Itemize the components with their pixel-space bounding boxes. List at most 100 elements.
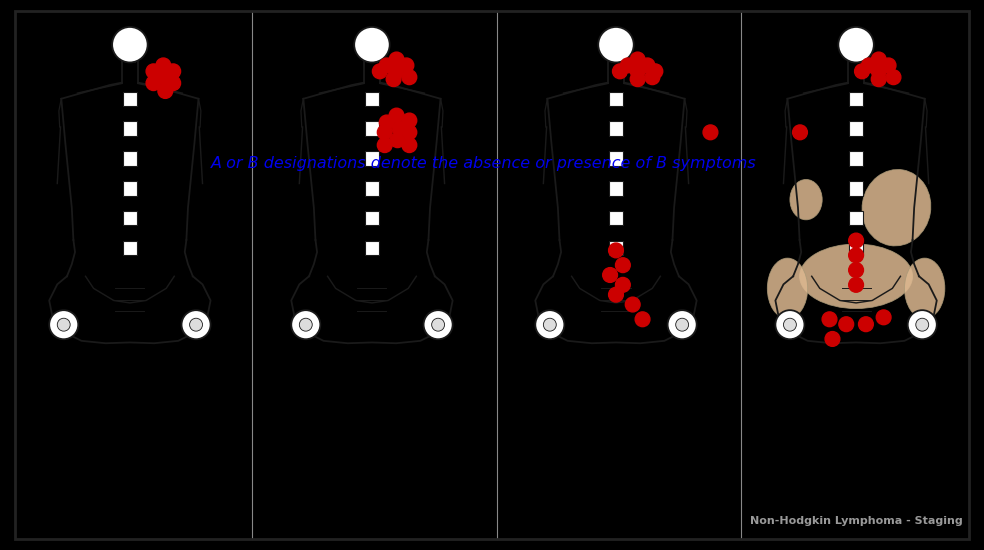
Circle shape <box>839 317 854 332</box>
Text: Stage III:: Stage III: <box>506 417 577 432</box>
Ellipse shape <box>790 179 823 220</box>
Circle shape <box>390 52 404 67</box>
Circle shape <box>862 58 877 73</box>
Bar <box>609 151 623 166</box>
Circle shape <box>380 58 395 73</box>
Bar <box>365 122 379 136</box>
Circle shape <box>616 277 631 292</box>
Circle shape <box>156 58 171 73</box>
Circle shape <box>641 58 655 73</box>
Circle shape <box>432 318 445 331</box>
Circle shape <box>676 318 689 331</box>
Circle shape <box>373 64 388 79</box>
Circle shape <box>636 312 650 327</box>
Circle shape <box>887 70 901 85</box>
Circle shape <box>859 317 874 332</box>
Circle shape <box>166 64 181 79</box>
Circle shape <box>872 52 887 67</box>
Circle shape <box>535 310 565 339</box>
Circle shape <box>882 58 896 73</box>
Ellipse shape <box>800 244 912 309</box>
Bar <box>609 181 623 196</box>
Circle shape <box>181 310 211 339</box>
Circle shape <box>402 138 417 152</box>
Bar <box>123 151 137 166</box>
Bar <box>365 211 379 226</box>
Bar <box>849 151 863 166</box>
Circle shape <box>631 72 646 86</box>
Circle shape <box>838 27 874 63</box>
Circle shape <box>378 138 393 152</box>
Circle shape <box>387 72 401 86</box>
Circle shape <box>598 27 634 63</box>
Circle shape <box>907 310 937 339</box>
Bar <box>849 181 863 196</box>
Circle shape <box>380 115 395 130</box>
Bar <box>123 211 137 226</box>
Circle shape <box>402 125 417 140</box>
Circle shape <box>57 318 70 331</box>
Circle shape <box>609 243 624 258</box>
Circle shape <box>793 125 808 140</box>
Circle shape <box>543 318 556 331</box>
Circle shape <box>849 233 864 248</box>
Circle shape <box>603 268 618 282</box>
Circle shape <box>877 310 892 324</box>
Bar <box>609 122 623 136</box>
Bar <box>123 241 137 255</box>
Circle shape <box>783 318 796 331</box>
Circle shape <box>826 332 840 346</box>
Circle shape <box>147 64 161 79</box>
Circle shape <box>872 64 887 79</box>
Circle shape <box>423 310 453 339</box>
Text: involvement of two or
more lymph node
regions on same side
of diaphragm; may
inc: involvement of two or more lymph node re… <box>262 433 397 534</box>
Bar <box>123 181 137 196</box>
Bar <box>609 91 623 106</box>
Bar <box>849 241 863 255</box>
Text: Stage IV:: Stage IV: <box>750 417 821 432</box>
Text: A or B designations denote the absence or presence of B symptoms: A or B designations denote the absence o… <box>212 156 757 171</box>
Circle shape <box>609 287 624 302</box>
Circle shape <box>646 70 660 85</box>
Bar <box>849 122 863 136</box>
Circle shape <box>775 310 805 339</box>
Circle shape <box>190 318 203 331</box>
Circle shape <box>390 64 404 79</box>
Circle shape <box>391 133 405 147</box>
Bar <box>365 181 379 196</box>
Circle shape <box>49 310 79 339</box>
Bar <box>849 211 863 226</box>
Text: Stage I:: Stage I: <box>22 417 83 432</box>
Ellipse shape <box>768 258 808 318</box>
Circle shape <box>158 84 173 98</box>
Circle shape <box>166 76 181 91</box>
Bar <box>365 151 379 166</box>
Circle shape <box>616 258 631 273</box>
Circle shape <box>156 70 171 85</box>
Circle shape <box>291 310 321 339</box>
Circle shape <box>704 125 718 140</box>
Circle shape <box>299 318 312 331</box>
Bar <box>365 91 379 106</box>
Circle shape <box>402 113 417 128</box>
Text: Non-Hodgkin Lymphoma - Staging: Non-Hodgkin Lymphoma - Staging <box>750 516 962 526</box>
Text: Stage II:: Stage II: <box>262 417 328 432</box>
Circle shape <box>849 263 864 277</box>
Ellipse shape <box>862 169 931 246</box>
Circle shape <box>400 58 414 73</box>
Bar <box>609 211 623 226</box>
Circle shape <box>402 70 417 85</box>
Bar <box>849 91 863 106</box>
Circle shape <box>916 318 929 331</box>
Circle shape <box>147 76 161 91</box>
Circle shape <box>631 64 646 79</box>
Circle shape <box>390 108 404 123</box>
Bar <box>365 241 379 255</box>
Circle shape <box>613 64 628 79</box>
Circle shape <box>823 312 837 327</box>
Text: involvement of single
lymph node region or
single extralymphatic
site (Iᴇ): involvement of single lymph node region … <box>22 433 154 499</box>
Text: involvement of lymph
node regions on both
sides of the
diaphragm; may
include sp: involvement of lymph node regions on bot… <box>506 433 640 534</box>
Circle shape <box>872 72 887 86</box>
Circle shape <box>626 297 641 312</box>
Bar <box>123 91 137 106</box>
